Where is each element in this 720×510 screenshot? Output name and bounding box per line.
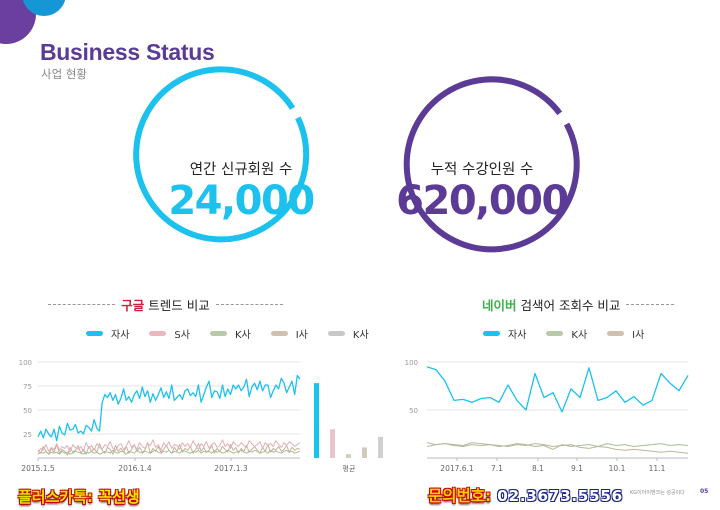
divider: [48, 303, 116, 305]
average-label: 평균: [343, 464, 356, 473]
total-students-ring: [403, 76, 580, 253]
divider: [215, 303, 283, 305]
legend-label: I사: [632, 330, 645, 341]
naver-legend-item: K사: [546, 326, 587, 341]
metric-rings: [133, 66, 580, 253]
page-subtitle: 사업 현황: [41, 67, 87, 81]
x-tick-label: 9.1: [571, 464, 583, 473]
series-line-S사: [37, 439, 301, 453]
page-number: 05: [700, 488, 709, 495]
naver-title-highlight: 네이버: [482, 297, 517, 313]
google-legend-item: 자사: [86, 326, 129, 341]
y-tick-label: 100: [405, 359, 418, 367]
kakao-id: 꼭선생: [93, 488, 140, 506]
x-tick-label: 2015.1.5: [21, 464, 55, 473]
legend-swatch: [86, 331, 103, 336]
series-line-자사: [426, 366, 689, 413]
legend-swatch: [209, 331, 227, 336]
legend-label: K사: [571, 330, 588, 341]
x-tick-label: 2017.6.1: [440, 464, 474, 473]
legend-swatch: [327, 331, 345, 336]
legend-swatch: [270, 331, 288, 336]
naver-legend-item: 자사: [483, 326, 526, 341]
x-tick-label: 7.1: [491, 464, 503, 473]
new-members-value: 24,000: [168, 178, 315, 224]
average-bar: [314, 383, 319, 458]
brand-tagline: KG이아이벤크는 성공이다: [630, 490, 685, 496]
y-tick-label: 50: [23, 407, 32, 415]
series-line-K사: [426, 443, 689, 450]
google-trend-chart: 100 75 50 25 2015.1.5 2016.1.4 2017.1.3 평균: [19, 359, 383, 473]
new-members-ring: [133, 66, 310, 243]
legend-swatch: [546, 331, 564, 336]
naver-trend-header: 네이버 검색어 조회수 비교: [412, 296, 674, 313]
kakao-plus-contact: 플러스카톡: 꼭선생: [18, 486, 140, 507]
phone-label: 문의번호:: [428, 487, 492, 505]
google-legend-item: I사: [270, 326, 308, 341]
legend-swatch: [483, 331, 500, 336]
naver-legend: 자사 K사 I사: [483, 326, 644, 341]
new-members-label: 연간 신규회원 수: [189, 162, 293, 178]
legend-label: 자사: [111, 330, 130, 341]
series-line-I사: [426, 442, 689, 454]
naver-search-chart: 100 50 2017.6.1 7.1 8.1 9.1 10.1 11.1: [405, 359, 689, 473]
google-trend-header: 구글 트렌드 비교: [48, 296, 283, 313]
series-line-K사: [37, 449, 301, 455]
y-tick-label: 100: [19, 359, 32, 367]
x-tick-label: 8.1: [532, 464, 544, 473]
phone-contact: 문의번호: 02.3673.5556: [428, 484, 623, 506]
y-tick-label: 50: [409, 407, 418, 415]
legend-label: K사: [234, 330, 251, 341]
average-bar: [346, 454, 351, 458]
x-tick-label: 10.1: [609, 464, 626, 473]
google-legend-item: S사: [149, 326, 190, 341]
google-legend-item: K사: [327, 326, 369, 341]
legend-swatch: [607, 331, 625, 336]
page-title: Business Status: [40, 39, 215, 65]
average-bar: [362, 447, 367, 458]
kakao-label: 플러스카톡:: [18, 488, 93, 506]
average-bar: [330, 429, 335, 458]
average-bar: [378, 436, 383, 458]
series-line-자사: [37, 374, 301, 442]
google-legend: 자사 S사 K사 I사 K사: [86, 326, 369, 341]
google-title-highlight: 구글: [121, 297, 145, 313]
divider: [626, 303, 674, 305]
x-tick-label: 2017.1.3: [214, 464, 248, 473]
legend-label: 자사: [508, 330, 527, 341]
y-tick-label: 75: [23, 383, 32, 391]
legend-swatch: [149, 331, 167, 336]
y-tick-label: 25: [23, 431, 32, 439]
total-students-label: 누적 수강인원 수: [430, 162, 534, 178]
legend-label: S사: [174, 330, 190, 341]
google-title-rest: 트렌드 비교: [144, 297, 210, 313]
phone-number: 02.3673.5556: [491, 487, 623, 505]
legend-label: I사: [295, 330, 308, 341]
corner-decoration: [0, 0, 66, 44]
google-legend-item: K사: [209, 326, 251, 341]
naver-title-rest: 검색어 조회수 비교: [516, 297, 621, 313]
total-students-value: 620,000: [396, 178, 569, 224]
x-tick-label: 2016.1.4: [118, 464, 152, 473]
naver-legend-item: I사: [607, 326, 644, 341]
legend-label: K사: [352, 330, 369, 341]
x-tick-label: 11.1: [649, 464, 666, 473]
